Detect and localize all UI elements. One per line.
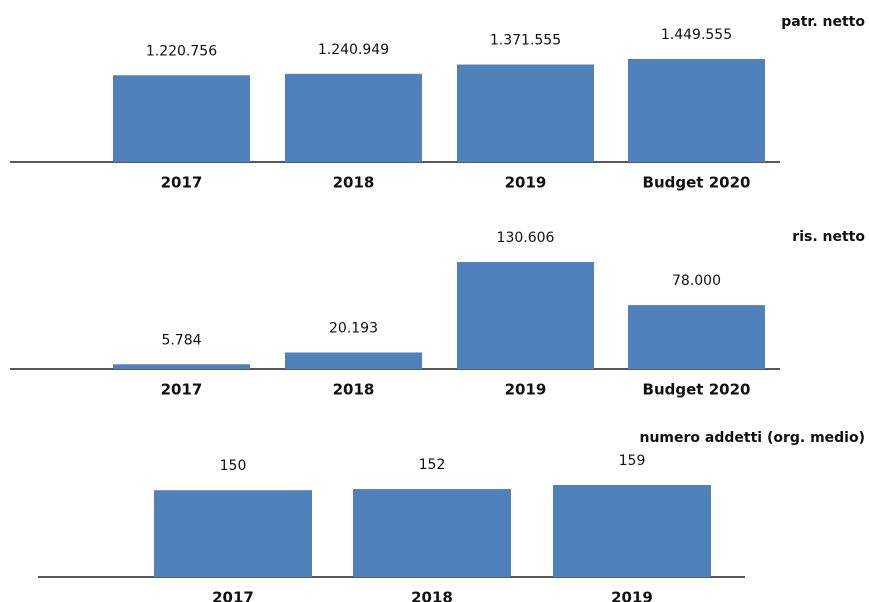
bar [553,485,711,577]
x-tick-label: 2019 [611,589,653,602]
x-tick-label: 2018 [333,381,375,399]
bar [154,490,312,577]
data-label: 20.193 [329,320,378,336]
data-label: 1.449.555 [661,27,732,43]
x-tick-label: 2018 [411,589,453,602]
bar [457,262,594,369]
data-label: 1.220.756 [146,43,217,59]
x-tick-label: 2017 [212,589,254,602]
x-tick-label: Budget 2020 [643,174,751,192]
data-label: 1.371.555 [490,33,561,49]
chart-title: patr. netto [781,14,865,30]
x-tick-label: 2017 [161,381,203,399]
chart-title: ris. netto [792,229,865,245]
bar [353,489,511,577]
data-label: 78.000 [672,273,721,289]
x-tick-label: 2018 [333,174,375,192]
data-label: 152 [419,457,446,473]
x-tick-label: 2017 [161,174,203,192]
data-label: 130.606 [497,230,555,246]
bar [628,59,765,162]
x-tick-label: 2019 [505,174,547,192]
bar [457,64,594,162]
bar [628,305,765,369]
x-tick-label: 2019 [505,381,547,399]
chart-title: numero addetti (org. medio) [639,430,865,446]
bar [113,364,250,369]
x-tick-label: Budget 2020 [643,381,751,399]
data-label: 159 [619,453,646,469]
bar [285,352,422,369]
data-label: 1.240.949 [318,42,389,58]
bar [285,73,422,162]
bar [113,75,250,162]
data-label: 150 [220,458,247,474]
data-label: 5.784 [161,332,201,348]
